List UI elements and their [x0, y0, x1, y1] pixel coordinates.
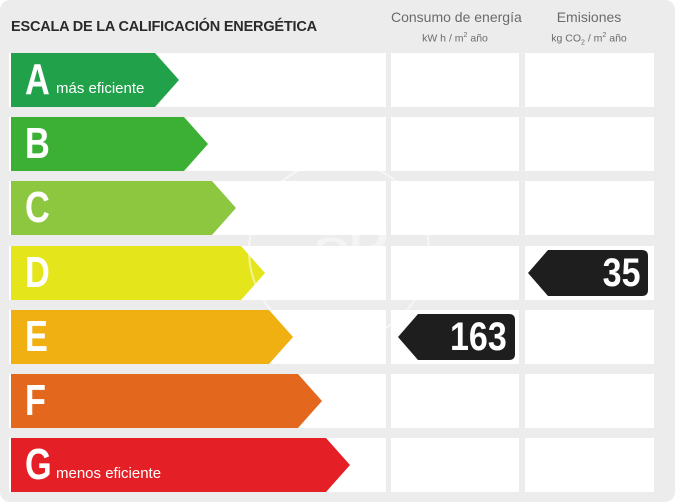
- rating-arrow-e: E: [11, 310, 293, 364]
- energy-rating-value: 163: [450, 315, 507, 359]
- energy-column-unit: kW h / m2 año: [422, 32, 488, 45]
- emissions-column-unit: kg CO2 / m2 año: [551, 32, 627, 47]
- rating-letter: G: [25, 440, 52, 489]
- emissions-cell: [525, 438, 654, 492]
- emissions-cell: [525, 310, 654, 364]
- rating-sublabel: menos eficiente: [56, 465, 162, 482]
- rating-row-b: B: [0, 117, 675, 171]
- rating-row-e: E 163: [0, 310, 675, 364]
- rating-row-c: C: [0, 181, 675, 235]
- rating-letter: D: [25, 248, 50, 297]
- emissions-cell: [525, 53, 654, 107]
- rating-letter: F: [25, 376, 46, 425]
- emissions-cell: [525, 374, 654, 428]
- rating-arrow-c: C: [11, 181, 236, 235]
- rating-letter: C: [25, 183, 50, 232]
- energy-cell: [391, 374, 519, 428]
- emissions-rating-badge: 35: [528, 250, 648, 296]
- rating-arrow-b: B: [11, 117, 208, 171]
- energy-cell: [391, 181, 519, 235]
- rating-letter: B: [25, 119, 50, 168]
- energy-rating-badge: 163: [398, 314, 515, 360]
- energy-column-header: Consumo de energía kW h / m2 año: [391, 9, 522, 46]
- rating-arrow-f: F: [11, 374, 322, 428]
- emissions-cell: [525, 117, 654, 171]
- rating-arrow-d: D: [11, 246, 265, 300]
- rating-row-d: D 35: [0, 246, 675, 300]
- energy-cell: [391, 438, 519, 492]
- emissions-column-header: Emisiones kg CO2 / m2 año: [525, 9, 653, 51]
- energy-cell: [391, 246, 519, 300]
- rating-row-f: F: [0, 374, 675, 428]
- rating-sublabel: más eficiente: [56, 80, 145, 97]
- rating-letter: A: [25, 55, 50, 104]
- energy-cell: [391, 53, 519, 107]
- energy-cell: [391, 117, 519, 171]
- emissions-rating-value: 35: [602, 251, 640, 295]
- rating-letter: E: [25, 312, 48, 361]
- emissions-cell: [525, 181, 654, 235]
- scale-title: ESCALA DE LA CALIFICACIÓN ENERGÉTICA: [11, 19, 317, 35]
- emissions-column-label: Emisiones: [556, 9, 622, 25]
- energy-column-label: Consumo de energía: [391, 9, 522, 25]
